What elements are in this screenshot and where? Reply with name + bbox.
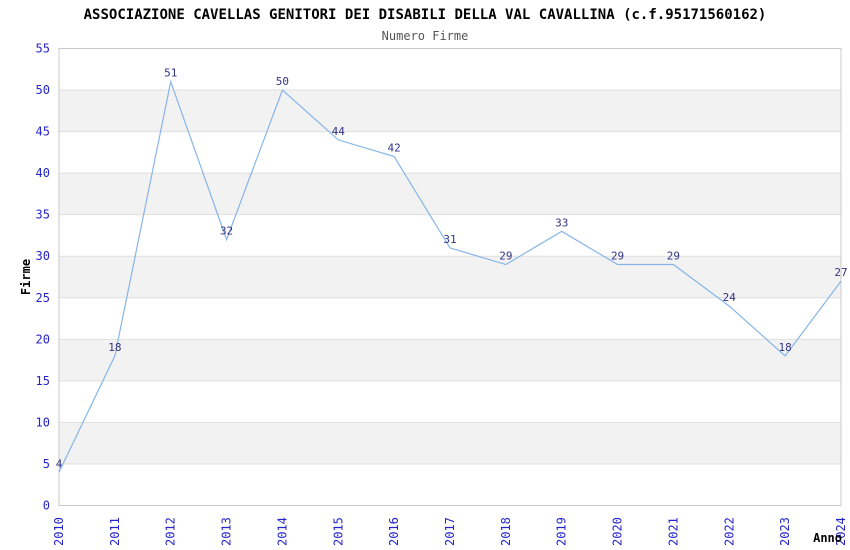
x-tick-label: 2013 bbox=[220, 517, 234, 546]
point-label: 33 bbox=[555, 216, 568, 229]
x-tick-label: 2016 bbox=[387, 517, 401, 546]
x-tick-label: 2020 bbox=[611, 517, 625, 546]
x-tick-label: 2021 bbox=[666, 517, 680, 546]
point-label: 29 bbox=[667, 250, 680, 263]
point-label: 29 bbox=[499, 250, 512, 263]
y-tick-label: 15 bbox=[36, 374, 50, 388]
x-tick-label: 2023 bbox=[778, 517, 792, 546]
plot-background-bands bbox=[59, 90, 841, 464]
x-tick-label: 2024 bbox=[834, 517, 848, 546]
x-tick-label: 2015 bbox=[331, 517, 345, 546]
x-axis-tick-labels: 2010 2011 2012 2013 2014 2015 2016 2017 2018 2019… bbox=[52, 517, 848, 546]
chart-title: ASSOCIAZIONE CAVELLAS GENITORI DEI DISAB… bbox=[84, 7, 767, 23]
point-label: 24 bbox=[723, 291, 737, 304]
x-tick-label: 2019 bbox=[555, 517, 569, 546]
y-tick-label: 40 bbox=[36, 166, 50, 180]
point-label: 32 bbox=[220, 225, 233, 238]
y-tick-label: 20 bbox=[36, 332, 50, 346]
x-tick-label: 2017 bbox=[443, 517, 457, 546]
plot-border bbox=[58, 48, 842, 506]
point-label: 18 bbox=[108, 341, 121, 354]
background-band bbox=[59, 339, 841, 381]
y-tick-label: 5 bbox=[43, 457, 50, 471]
point-label: 29 bbox=[611, 250, 624, 263]
point-label: 44 bbox=[332, 125, 346, 138]
y-tick-label: 10 bbox=[36, 415, 50, 429]
y-tick-label: 55 bbox=[36, 42, 50, 56]
background-band bbox=[59, 90, 841, 132]
data-line bbox=[58, 79, 842, 473]
background-band bbox=[59, 422, 841, 464]
point-label: 42 bbox=[388, 142, 401, 155]
y-tick-label: 25 bbox=[36, 291, 50, 305]
background-band bbox=[59, 256, 841, 298]
x-axis-label: Anno bbox=[813, 531, 842, 545]
point-label: 27 bbox=[834, 266, 847, 279]
y-tick-label: 45 bbox=[36, 125, 50, 139]
x-tick-label: 2022 bbox=[722, 517, 736, 546]
point-label: 51 bbox=[164, 67, 177, 80]
point-label: 4 bbox=[56, 457, 63, 470]
point-label: 50 bbox=[276, 75, 289, 88]
x-tick-label: 2011 bbox=[108, 517, 122, 546]
chart-subtitle: Numero Firme bbox=[382, 29, 469, 43]
x-tick-label: 2010 bbox=[52, 517, 66, 546]
point-labels: 4 18 51 32 50 44 42 31 29 33 29 29 24 18 27 bbox=[56, 67, 848, 471]
background-band bbox=[59, 173, 841, 215]
x-tick-label: 2014 bbox=[275, 517, 289, 546]
y-tick-label: 0 bbox=[43, 499, 50, 513]
point-label: 18 bbox=[779, 341, 792, 354]
y-axis-label: Firme bbox=[19, 259, 33, 295]
y-tick-label: 30 bbox=[36, 249, 50, 263]
plot-gridlines bbox=[59, 89, 841, 465]
x-tick-label: 2012 bbox=[164, 517, 178, 546]
x-tick-label: 2018 bbox=[499, 517, 513, 546]
y-axis-tick-labels: 0 5 10 15 20 25 30 35 40 45 50 55 bbox=[36, 42, 50, 513]
y-tick-label: 35 bbox=[36, 208, 50, 222]
y-tick-label: 50 bbox=[36, 83, 50, 97]
point-label: 31 bbox=[443, 233, 456, 246]
